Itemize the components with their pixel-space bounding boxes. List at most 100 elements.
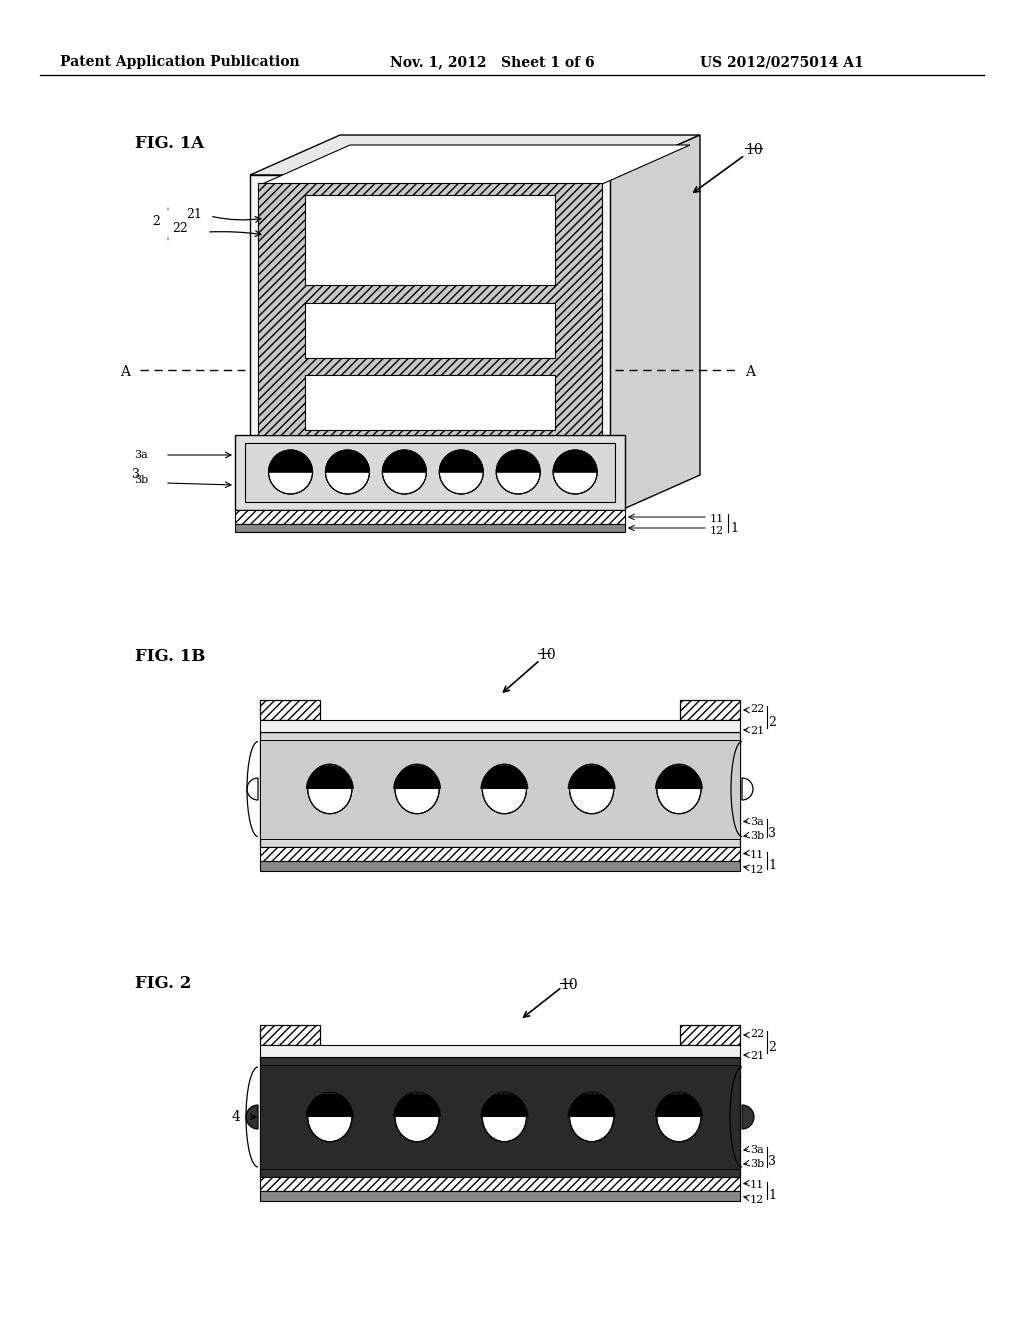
Text: 12: 12 [750,865,764,875]
Polygon shape [258,183,602,240]
Bar [680,700,740,719]
Text: 3: 3 [132,469,140,480]
Text: A: A [120,366,130,379]
Text: 2: 2 [153,215,160,228]
Text: 10: 10 [745,143,763,157]
Ellipse shape [308,764,352,813]
Text: 22: 22 [750,1030,764,1039]
Wedge shape [439,473,483,494]
Wedge shape [553,473,597,494]
Polygon shape [250,176,610,515]
Bar [260,847,740,861]
Text: 22: 22 [750,704,764,714]
Bar [234,524,625,532]
Text: 10: 10 [560,978,578,993]
Polygon shape [610,135,700,515]
Bar [305,375,555,430]
Wedge shape [553,450,597,473]
Bar [260,1177,740,1191]
Ellipse shape [395,764,439,813]
Text: 11: 11 [750,850,764,861]
Wedge shape [326,450,370,473]
Text: 12: 12 [710,525,724,536]
Text: 4: 4 [231,1110,240,1125]
Wedge shape [382,450,426,473]
Bar [260,1065,740,1170]
Text: 12: 12 [750,1195,764,1205]
Polygon shape [260,145,690,185]
Text: 21: 21 [186,209,202,220]
Text: 21: 21 [750,1051,764,1061]
Bar [234,436,625,510]
Text: Nov. 1, 2012   Sheet 1 of 6: Nov. 1, 2012 Sheet 1 of 6 [390,55,595,69]
Ellipse shape [482,1093,526,1142]
Wedge shape [393,766,441,789]
Bar [260,1026,319,1045]
Text: 22: 22 [172,222,187,235]
Ellipse shape [395,1093,439,1142]
Bar [260,719,740,733]
Wedge shape [326,473,370,494]
Text: 3b: 3b [750,832,764,841]
Text: 2: 2 [768,1041,776,1053]
Bar [260,1191,740,1201]
Wedge shape [480,766,528,789]
Text: 2: 2 [768,715,776,729]
Text: 1: 1 [730,521,738,535]
Bar [260,700,319,719]
Bar [305,195,555,285]
Text: 11: 11 [750,1180,764,1191]
Text: Patent Application Publication: Patent Application Publication [60,55,300,69]
Text: 3a: 3a [134,450,148,459]
Bar [305,304,555,358]
Text: 21: 21 [750,726,764,737]
Bar [260,861,740,871]
Wedge shape [655,1093,702,1117]
Ellipse shape [308,1093,352,1142]
Wedge shape [742,1105,754,1129]
Text: 3b: 3b [134,475,148,484]
Ellipse shape [656,1093,701,1142]
Text: 3a: 3a [750,1144,764,1155]
Wedge shape [567,766,615,789]
Bar [260,1057,740,1177]
Ellipse shape [482,764,526,813]
Wedge shape [306,766,353,789]
Text: 10: 10 [538,648,556,663]
Wedge shape [497,473,541,494]
Bar [260,1045,740,1057]
Text: 3: 3 [768,1155,776,1168]
Wedge shape [480,1093,528,1117]
Text: FIG. 1B: FIG. 1B [135,648,206,665]
Text: 11: 11 [710,513,724,524]
Wedge shape [393,1093,441,1117]
Wedge shape [439,450,483,473]
Bar [680,1026,740,1045]
Text: A: A [745,366,755,379]
Wedge shape [567,1093,615,1117]
Text: US 2012/0275014 A1: US 2012/0275014 A1 [700,55,864,69]
Wedge shape [655,766,702,789]
Wedge shape [268,450,312,473]
Wedge shape [247,777,258,800]
Ellipse shape [569,1093,613,1142]
Wedge shape [497,450,541,473]
Wedge shape [246,1105,258,1129]
Ellipse shape [656,764,701,813]
Text: FIG. 1A: FIG. 1A [135,135,204,152]
Text: 3b: 3b [750,1159,764,1170]
Wedge shape [268,473,312,494]
Polygon shape [258,183,602,436]
Ellipse shape [569,764,613,813]
Wedge shape [306,1093,353,1117]
Bar [260,741,740,840]
Bar [260,733,740,847]
Text: 1: 1 [768,1189,776,1203]
Bar [234,510,625,524]
Text: 3: 3 [768,828,776,840]
Bar [245,444,615,502]
Text: 3a: 3a [750,817,764,828]
Text: FIG. 2: FIG. 2 [135,975,191,993]
Text: 1: 1 [768,859,776,873]
Wedge shape [382,473,426,494]
